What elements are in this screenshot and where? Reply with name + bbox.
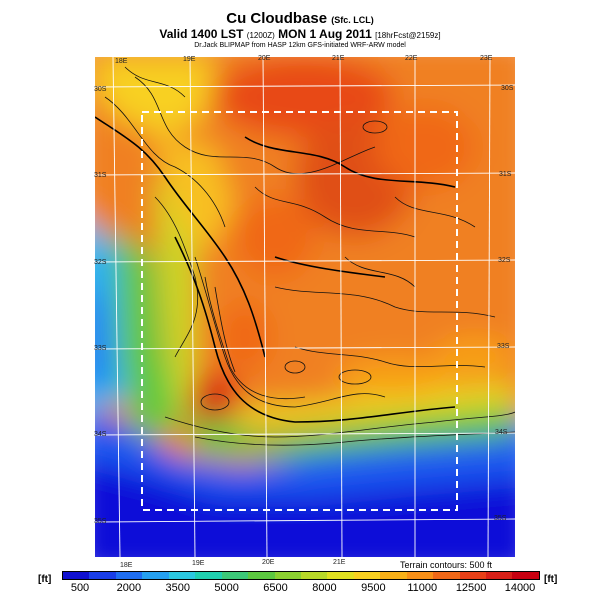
lon-label-bottom: 18E: [120, 562, 133, 569]
colorbar-swatch: [300, 572, 328, 579]
colorbar-tick-label: 3500: [165, 582, 191, 594]
lat-label-right: 34S: [495, 429, 508, 436]
heavy-contours: [95, 116, 456, 423]
cloudbase-field: [95, 57, 515, 557]
colorbar-swatch: [406, 572, 434, 579]
inner-domain-boundary: [141, 111, 458, 511]
colorbar-swatch: [195, 572, 222, 579]
colorbar-tick-label: 14000: [504, 582, 536, 594]
model-source: Dr.Jack BLIPMAP from HASP 12km GFS-initi…: [194, 42, 406, 49]
lat-label-right: 32S: [498, 257, 511, 264]
map-title: Cu Cloudbase (Sfc. LCL): [226, 10, 374, 27]
colorbar-swatch: [142, 572, 169, 579]
lat-label-left: 30S: [94, 86, 107, 93]
colorbar-swatch: [433, 572, 460, 579]
lon-label-top: 19E: [183, 56, 196, 63]
colorbar-swatch: [115, 572, 143, 579]
colorbar-tick-label: 500: [70, 582, 90, 594]
colorbar-swatch: [512, 572, 539, 579]
lon-label-bottom: 21E: [333, 559, 346, 566]
lat-lon-grid: [95, 57, 515, 557]
lat-label-left: 31S: [94, 172, 107, 179]
colorbar-swatch: [327, 572, 354, 579]
lon-label-bottom: 20E: [262, 559, 275, 566]
terrain-contour-note: Terrain contours: 500 ft: [400, 560, 493, 570]
lon-label-top: 20E: [258, 55, 271, 62]
colorbar-swatch: [380, 572, 407, 579]
lat-label-right: 35S: [494, 515, 507, 522]
lat-label-left: 33S: [94, 345, 107, 352]
lat-label-right: 30S: [501, 85, 514, 92]
colorbar-swatch: [248, 572, 275, 579]
colorbar-tick-label: 2000: [116, 582, 142, 594]
lon-label-bottom: 19E: [192, 560, 205, 567]
colorbar-tick-label: 8000: [312, 582, 337, 594]
colorbar-tick-label: 6500: [263, 582, 288, 594]
lat-label-left: 35S: [94, 518, 107, 525]
lon-label-top: 18E: [115, 58, 128, 65]
cloudbase-map: [95, 57, 515, 557]
colorbar-unit-left: [ft]: [38, 574, 52, 585]
colorbar-swatch: [89, 572, 116, 579]
colorbar-swatch: [168, 572, 196, 579]
colorbar-swatch: [274, 572, 301, 579]
colorbar-swatch: [486, 572, 513, 579]
lat-label-right: 31S: [499, 171, 512, 178]
colorbar-swatch: [63, 572, 90, 579]
lon-label-top: 21E: [332, 55, 345, 62]
colorbar-tick-label: 12500: [455, 582, 487, 594]
lat-label-left: 32S: [94, 259, 107, 266]
lat-label-right: 33S: [497, 343, 510, 350]
colorbar-unit-right: [ft]: [544, 574, 558, 585]
colorbar-tick-label: 9500: [361, 582, 386, 594]
valid-time: Valid 1400 LST (1200Z) MON 1 Aug 2011 [1…: [159, 27, 441, 41]
lon-label-top: 23E: [480, 55, 493, 62]
colorbar-tick-label: 5000: [214, 582, 239, 594]
colorbar-swatch: [459, 572, 486, 579]
lat-label-left: 34S: [94, 431, 107, 438]
lon-label-top: 22E: [405, 55, 418, 62]
colorbar: [62, 571, 540, 580]
colorbar-swatch: [221, 572, 249, 579]
colorbar-tick-label: 11000: [407, 582, 438, 594]
colorbar-swatch: [353, 572, 381, 579]
terrain-contours: [104, 66, 515, 446]
